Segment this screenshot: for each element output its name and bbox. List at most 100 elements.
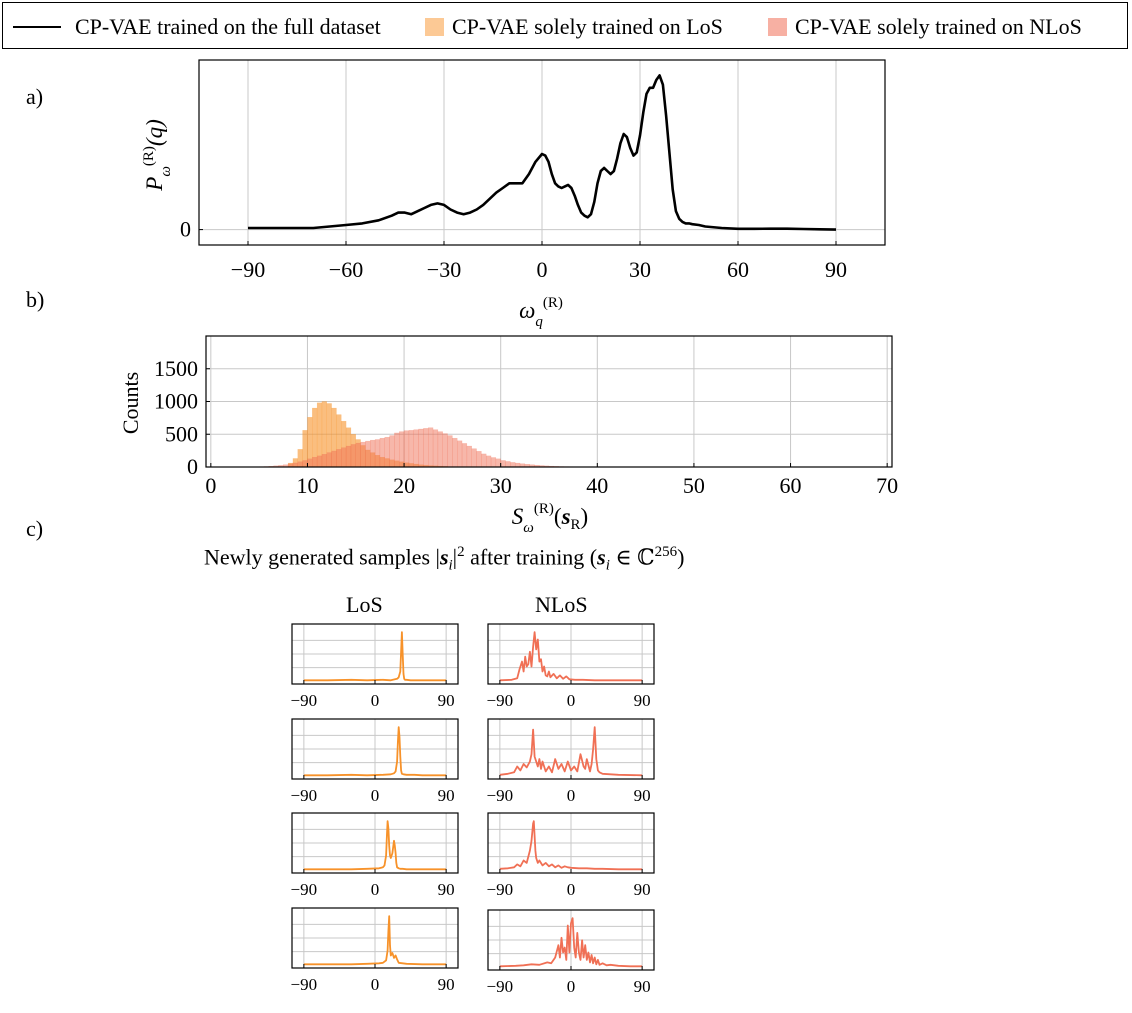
grid-layer	[199, 60, 892, 970]
x-tick-label: −90	[487, 691, 514, 710]
histogram-bar-nlos	[408, 430, 414, 468]
histogram-bar-nlos	[379, 437, 385, 468]
sample-line-c-los-2	[303, 726, 447, 777]
x-tick-label: 30	[629, 257, 651, 282]
legend-label-full: CP-VAE trained on the full dataset	[75, 13, 381, 39]
x-tick-label: −90	[487, 880, 514, 899]
histogram-bar-nlos	[413, 429, 419, 468]
x-tick-label: 90	[438, 691, 455, 710]
legend-item-full: CP-VAE trained on the full dataset	[13, 3, 381, 50]
histogram-bar-nlos	[384, 436, 390, 468]
y-tick-label: 0	[180, 217, 191, 242]
title-part: s	[439, 544, 449, 570]
x-tick-label: −90	[291, 691, 318, 710]
histogram-bar-nlos	[297, 461, 303, 468]
histogram-bar-nlos	[481, 453, 487, 468]
histogram-bar-nlos	[447, 435, 453, 468]
histogram-bar-nlos	[505, 461, 511, 468]
histogram-bar-nlos	[423, 428, 429, 468]
histogram-bar-nlos	[316, 455, 323, 468]
sample-line-c-los-1	[303, 631, 447, 682]
histogram-bar-nlos	[394, 432, 400, 468]
y-tick-label: 1000	[154, 389, 198, 414]
x-tick-label: 0	[205, 473, 216, 498]
histogram-bar-nlos	[432, 429, 439, 468]
x-tick-label: 0	[567, 880, 576, 899]
axes-frame	[487, 909, 655, 971]
legend: CP-VAE trained on the full dataset CP-VA…	[2, 2, 1128, 49]
x-tick-label: 0	[371, 786, 380, 805]
x-tick-label: 0	[371, 880, 380, 899]
histogram-bar-nlos	[312, 456, 318, 468]
axes-frame	[291, 907, 459, 969]
ylabel-b: Counts	[118, 372, 143, 434]
legend-item-nlos: CP-VAE solely trained on NLoS	[768, 3, 1082, 50]
title-part: s	[597, 544, 606, 570]
x-tick-label: 90	[438, 975, 455, 994]
x-tick-label: −90	[291, 975, 318, 994]
x-tick-label: 0	[567, 977, 576, 996]
histogram-bar-nlos	[471, 448, 477, 468]
x-tick-label: −90	[291, 880, 318, 899]
legend-patch-los	[425, 17, 444, 36]
x-tick-label: −90	[291, 786, 318, 805]
x-tick-label: 20	[393, 473, 415, 498]
histogram-bar-nlos	[500, 460, 506, 468]
svg-text:Sω(R)(sR): Sω(R)(sR)	[512, 501, 588, 536]
sample-line-c-nlos-3	[499, 820, 643, 871]
x-tick-label: −30	[427, 257, 461, 282]
title-part: i	[448, 557, 453, 574]
histogram-bar-nlos	[345, 445, 352, 468]
histogram-bar-nlos	[326, 452, 332, 468]
x-tick-label: 0	[567, 691, 576, 710]
histogram-bar-nlos	[437, 431, 443, 468]
histogram-bar-nlos	[466, 445, 472, 468]
x-tick-label: −90	[231, 257, 265, 282]
histogram-bar-nlos	[399, 431, 405, 468]
histogram-bar-nlos	[452, 437, 458, 468]
histogram-bar-nlos	[389, 435, 395, 468]
svg-text:ωq(R): ωq(R)	[519, 295, 563, 330]
title-part: after training (	[464, 544, 598, 570]
series-line-full-dataset	[248, 74, 837, 231]
panel-label-a: a)	[26, 84, 44, 109]
histogram-bar-nlos	[476, 451, 482, 468]
histogram-bar-nlos	[336, 449, 342, 468]
x-tick-label: 60	[780, 473, 802, 498]
x-tick-label: 90	[634, 691, 651, 710]
x-tick-label: 70	[876, 473, 898, 498]
data-layer	[248, 74, 837, 968]
histogram-bar-nlos	[350, 444, 356, 468]
sample-line-c-nlos-1	[499, 631, 643, 682]
histogram-bar-nlos	[418, 428, 424, 468]
x-tick-label: 0	[537, 257, 548, 282]
panel-c-title: Newly generated samples |si|2 after trai…	[204, 544, 685, 575]
title-part: 2	[457, 544, 465, 560]
axes-frame	[291, 623, 459, 685]
histogram-bar-nlos	[341, 447, 347, 468]
axes-frame	[487, 718, 655, 780]
x-tick-label: 90	[634, 786, 651, 805]
xlabel-b: Sω(R)(sR)	[512, 501, 588, 536]
x-tick-label: 50	[683, 473, 705, 498]
x-tick-label: 90	[634, 977, 651, 996]
histogram-bar-nlos	[307, 458, 313, 468]
legend-label-los: CP-VAE solely trained on LoS	[452, 13, 723, 39]
histogram-bar-nlos	[490, 457, 497, 468]
sample-line-c-los-3	[303, 820, 447, 871]
title-part: Newly generated samples |	[204, 544, 440, 570]
axes-frame	[487, 623, 655, 685]
title-part: |	[452, 544, 458, 570]
y-tick-label: 1500	[154, 356, 198, 381]
legend-line-swatch	[13, 25, 61, 28]
x-tick-label: −60	[329, 257, 363, 282]
sample-line-c-nlos-2	[499, 726, 643, 777]
legend-patch-nlos	[768, 17, 787, 36]
histogram-bar-nlos	[355, 442, 361, 468]
xlabel-a: ωq(R)	[519, 295, 563, 330]
x-tick-label: 90	[825, 257, 847, 282]
histogram-bar-nlos	[370, 439, 376, 468]
axes-frame	[487, 812, 655, 874]
y-tick-label: 500	[165, 421, 198, 446]
histogram-bar-nlos	[442, 433, 448, 468]
